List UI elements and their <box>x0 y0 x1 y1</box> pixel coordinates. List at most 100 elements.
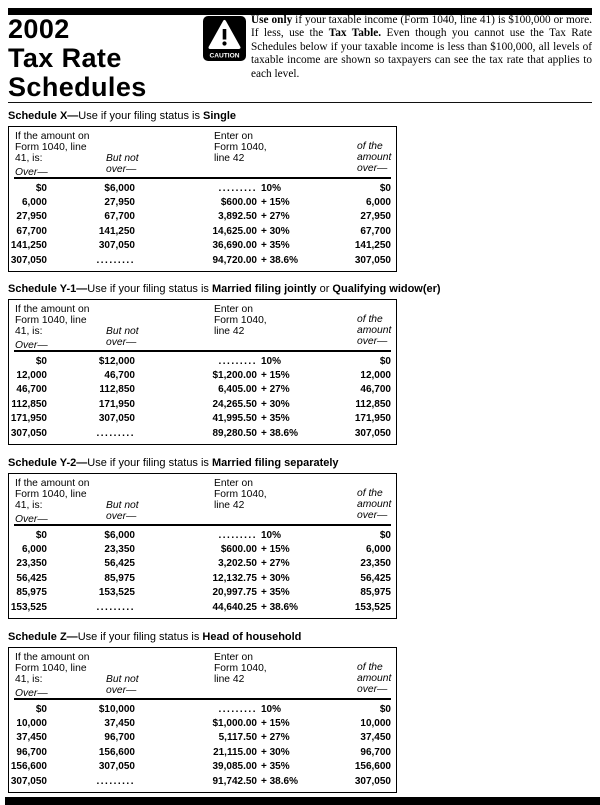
cell-over: 12,000 <box>16 370 47 382</box>
cell-but-not-over: 156,600 <box>98 746 135 758</box>
cell-over: $0 <box>35 529 47 541</box>
header-line: over— <box>106 337 137 348</box>
cell-tax-rate: + 30% <box>261 746 290 758</box>
col-header-of-amount-over: of the amount over— <box>357 662 391 695</box>
cell-tax-base: 14,625.00 <box>212 225 258 237</box>
cell-of-amount-over: 85,975 <box>360 587 391 599</box>
title-segment: or <box>316 283 333 295</box>
schedule-title: Schedule X—Use if your filing status is … <box>8 109 428 124</box>
cell-over: 307,050 <box>10 254 47 266</box>
cell-tax-base: 91,742.50 <box>212 775 258 787</box>
cell-of-amount-over: 141,250 <box>354 240 391 252</box>
header-line: of the <box>357 141 383 152</box>
header-line: Form 1040, <box>214 663 267 674</box>
cell-tax-rate: + 38.6% <box>261 601 298 613</box>
cell-tax-base: 94,720.00 <box>212 254 258 266</box>
cell-tax-rate: + 15% <box>261 544 290 556</box>
schedule-section-x: Schedule X—Use if your filing status is … <box>8 109 428 272</box>
cell-tax-rate: + 35% <box>261 587 290 599</box>
header-line: line 42 <box>214 326 245 337</box>
col-header-enter-on: Enter on Form 1040, line 42 <box>214 652 267 685</box>
col-header-but-not-over: But not over— <box>106 500 139 522</box>
table-header-rule <box>14 350 391 352</box>
title-segment: Qualifying widow(er) <box>332 283 441 295</box>
table-row: 12,000 46,700 $1,200.00 + 15% 12,000 <box>9 368 396 382</box>
cell-tax-base: ......... <box>218 529 257 541</box>
cell-tax-base: 36,690.00 <box>212 240 258 252</box>
cell-but-not-over: ......... <box>96 427 135 439</box>
schedule-title: Schedule Y-1—Use if your filing status i… <box>8 282 441 297</box>
schedule-section-y-1: Schedule Y-1—Use if your filing status i… <box>8 282 441 445</box>
cell-but-not-over: 307,050 <box>98 413 135 425</box>
header-line: If the amount on <box>15 304 90 315</box>
cell-over: 27,950 <box>16 211 47 223</box>
table-row: $0 $6,000......... 10% $0 <box>9 181 396 195</box>
header-line: Over— <box>15 513 48 525</box>
cell-over: 171,950 <box>10 413 47 425</box>
col-header-of-amount-over: of the amount over— <box>357 141 391 174</box>
header-line: amount <box>357 673 392 684</box>
header-line: of the <box>357 314 383 325</box>
table-row: 6,000 23,350 $600.00 + 15% 6,000 <box>9 542 396 556</box>
cell-over: 37,450 <box>16 732 47 744</box>
cell-over: 153,525 <box>10 601 47 613</box>
cell-over: 85,975 <box>16 587 47 599</box>
cell-tax-base: $1,000.00 <box>212 718 258 730</box>
cell-tax-base: 12,132.75 <box>212 572 258 584</box>
cell-of-amount-over: $0 <box>379 529 391 541</box>
cell-tax-rate: + 15% <box>261 718 290 730</box>
title-segment: Schedule Y-1— <box>8 283 88 295</box>
title-segment: Single <box>203 110 237 122</box>
title-segment: Schedule X— <box>8 110 79 122</box>
header-line: If the amount on <box>15 478 90 489</box>
title-segment: Use if your filing status is <box>78 110 204 122</box>
cell-of-amount-over: 153,525 <box>354 601 391 613</box>
cell-but-not-over: ......... <box>96 601 135 613</box>
table-row: 67,700 141,250 14,625.00 + 30% 67,700 <box>9 224 396 238</box>
cell-of-amount-over: 10,000 <box>360 718 391 730</box>
cell-but-not-over: 67,700 <box>104 211 135 223</box>
cell-but-not-over: $6,000 <box>104 182 135 194</box>
cell-of-amount-over: 96,700 <box>360 746 391 758</box>
header-line: Form 1040, <box>214 315 267 326</box>
cell-but-not-over: 23,350 <box>104 544 135 556</box>
cell-tax-rate: + 38.6% <box>261 254 298 266</box>
cell-of-amount-over: $0 <box>379 355 391 367</box>
title-segment: Schedule Z— <box>8 631 78 643</box>
table-header-rule <box>14 524 391 526</box>
schedule-title: Schedule Z—Use if your filing status is … <box>8 630 428 645</box>
cell-tax-rate: 10% <box>261 529 282 541</box>
col-header-of-amount-over: of the amount over— <box>357 314 391 347</box>
cell-tax-base: 6,405.00 <box>218 384 257 396</box>
cell-over: 307,050 <box>10 775 47 787</box>
title-segment: Use if your filing status is <box>77 631 203 643</box>
cell-tax-base: 3,892.50 <box>218 211 257 223</box>
cell-over: 112,850 <box>11 398 47 410</box>
cell-but-not-over: 171,950 <box>98 398 135 410</box>
table-row: 171,950 307,050 41,995.50 + 35% 171,950 <box>9 412 396 426</box>
table-row: 6,000 27,950 $600.00 + 15% 6,000 <box>9 195 396 209</box>
cell-tax-base: 39,085.00 <box>212 761 258 773</box>
header-line: over— <box>357 163 388 174</box>
cell-of-amount-over: 46,700 <box>360 384 391 396</box>
cell-tax-base: 89,280.50 <box>212 427 258 439</box>
col-header-enter-on: Enter on Form 1040, line 42 <box>214 131 267 164</box>
schedule-section-z: Schedule Z—Use if your filing status is … <box>8 630 428 793</box>
cell-of-amount-over: 307,050 <box>354 254 391 266</box>
cell-tax-base: ......... <box>218 703 257 715</box>
top-rule <box>8 8 592 15</box>
page-title-line2: Tax Rate <box>8 43 122 73</box>
cell-of-amount-over: 112,850 <box>355 398 391 410</box>
cell-tax-base: $600.00 <box>220 197 257 209</box>
cell-over: $0 <box>35 703 47 715</box>
header-line: 41, is: <box>15 674 43 685</box>
table-row: 27,950 67,700 3,892.50 + 27% 27,950 <box>9 210 396 224</box>
cell-over: 141,250 <box>10 240 47 252</box>
schedule-section-y-2: Schedule Y-2—Use if your filing status i… <box>8 456 428 619</box>
schedule-title: Schedule Y-2—Use if your filing status i… <box>8 456 428 471</box>
cell-tax-rate: + 27% <box>261 384 290 396</box>
cell-tax-base: $1,200.00 <box>212 370 258 382</box>
header-line: Form 1040, line <box>15 489 87 500</box>
table-row: 23,350 56,425 3,202.50 + 27% 23,350 <box>9 557 396 571</box>
cell-tax-rate: 10% <box>261 182 282 194</box>
